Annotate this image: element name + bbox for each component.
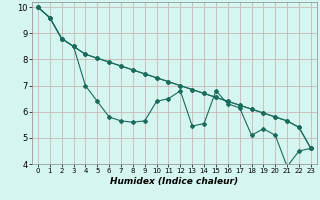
X-axis label: Humidex (Indice chaleur): Humidex (Indice chaleur): [110, 177, 238, 186]
